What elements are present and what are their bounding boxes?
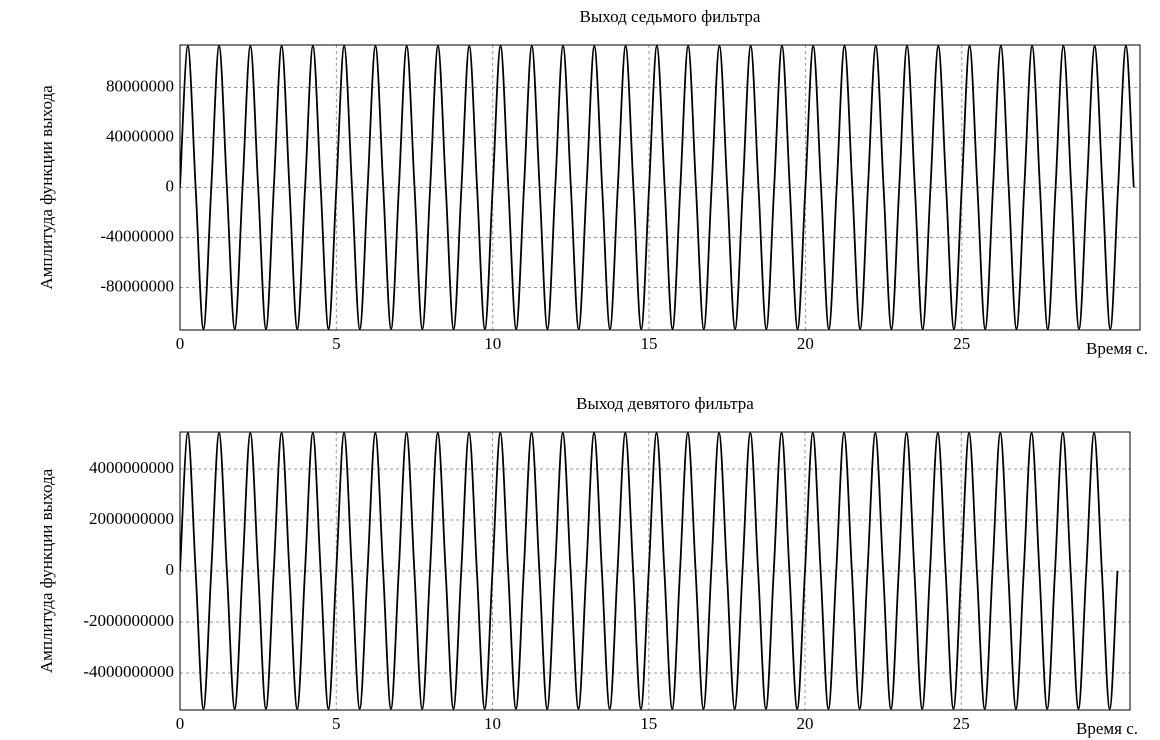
y-tick-label: 0: [166, 560, 175, 579]
x-tick-label: 0: [176, 714, 185, 733]
y-tick-label: 80000000: [106, 76, 174, 95]
x-tick-label: 25: [953, 714, 970, 733]
x-axis-label: Время с.: [1086, 339, 1148, 358]
y-tick-label: 4000000000: [89, 458, 174, 477]
y-axis-label: Амплитуда функции выхода: [37, 85, 56, 290]
x-tick-label: 15: [640, 714, 657, 733]
x-tick-label: 20: [797, 334, 814, 353]
x-tick-label: 15: [641, 334, 658, 353]
y-axis-label: Амплитуда функции выхода: [37, 468, 56, 673]
plot-frame: [179, 431, 1131, 711]
chart-title: Выход седьмого фильтра: [580, 7, 761, 26]
x-tick-label: 5: [332, 714, 341, 733]
y-tick-label: -4000000000: [83, 662, 174, 681]
y-tick-label: 40000000: [106, 126, 174, 145]
y-tick-label: 0: [166, 176, 175, 195]
x-tick-label: 10: [484, 334, 501, 353]
data-line: [180, 432, 1119, 710]
x-tick-label: 25: [953, 334, 970, 353]
data-line: [180, 45, 1135, 330]
y-tick-label: -40000000: [100, 226, 174, 245]
plot-area: [180, 45, 1135, 330]
x-tick-label: 5: [332, 334, 341, 353]
x-tick-label: 10: [484, 714, 501, 733]
x-tick-label: 0: [176, 334, 185, 353]
y-tick-label: -2000000000: [83, 611, 174, 630]
y-tick-label: -80000000: [100, 276, 174, 295]
x-axis-label: Время с.: [1076, 719, 1138, 738]
y-tick-label: 2000000000: [89, 509, 174, 528]
plot-frame: [179, 44, 1141, 331]
plot-area: [180, 432, 1119, 710]
chart-title: Выход девятого фильтра: [576, 394, 754, 413]
x-tick-label: 20: [797, 714, 814, 733]
